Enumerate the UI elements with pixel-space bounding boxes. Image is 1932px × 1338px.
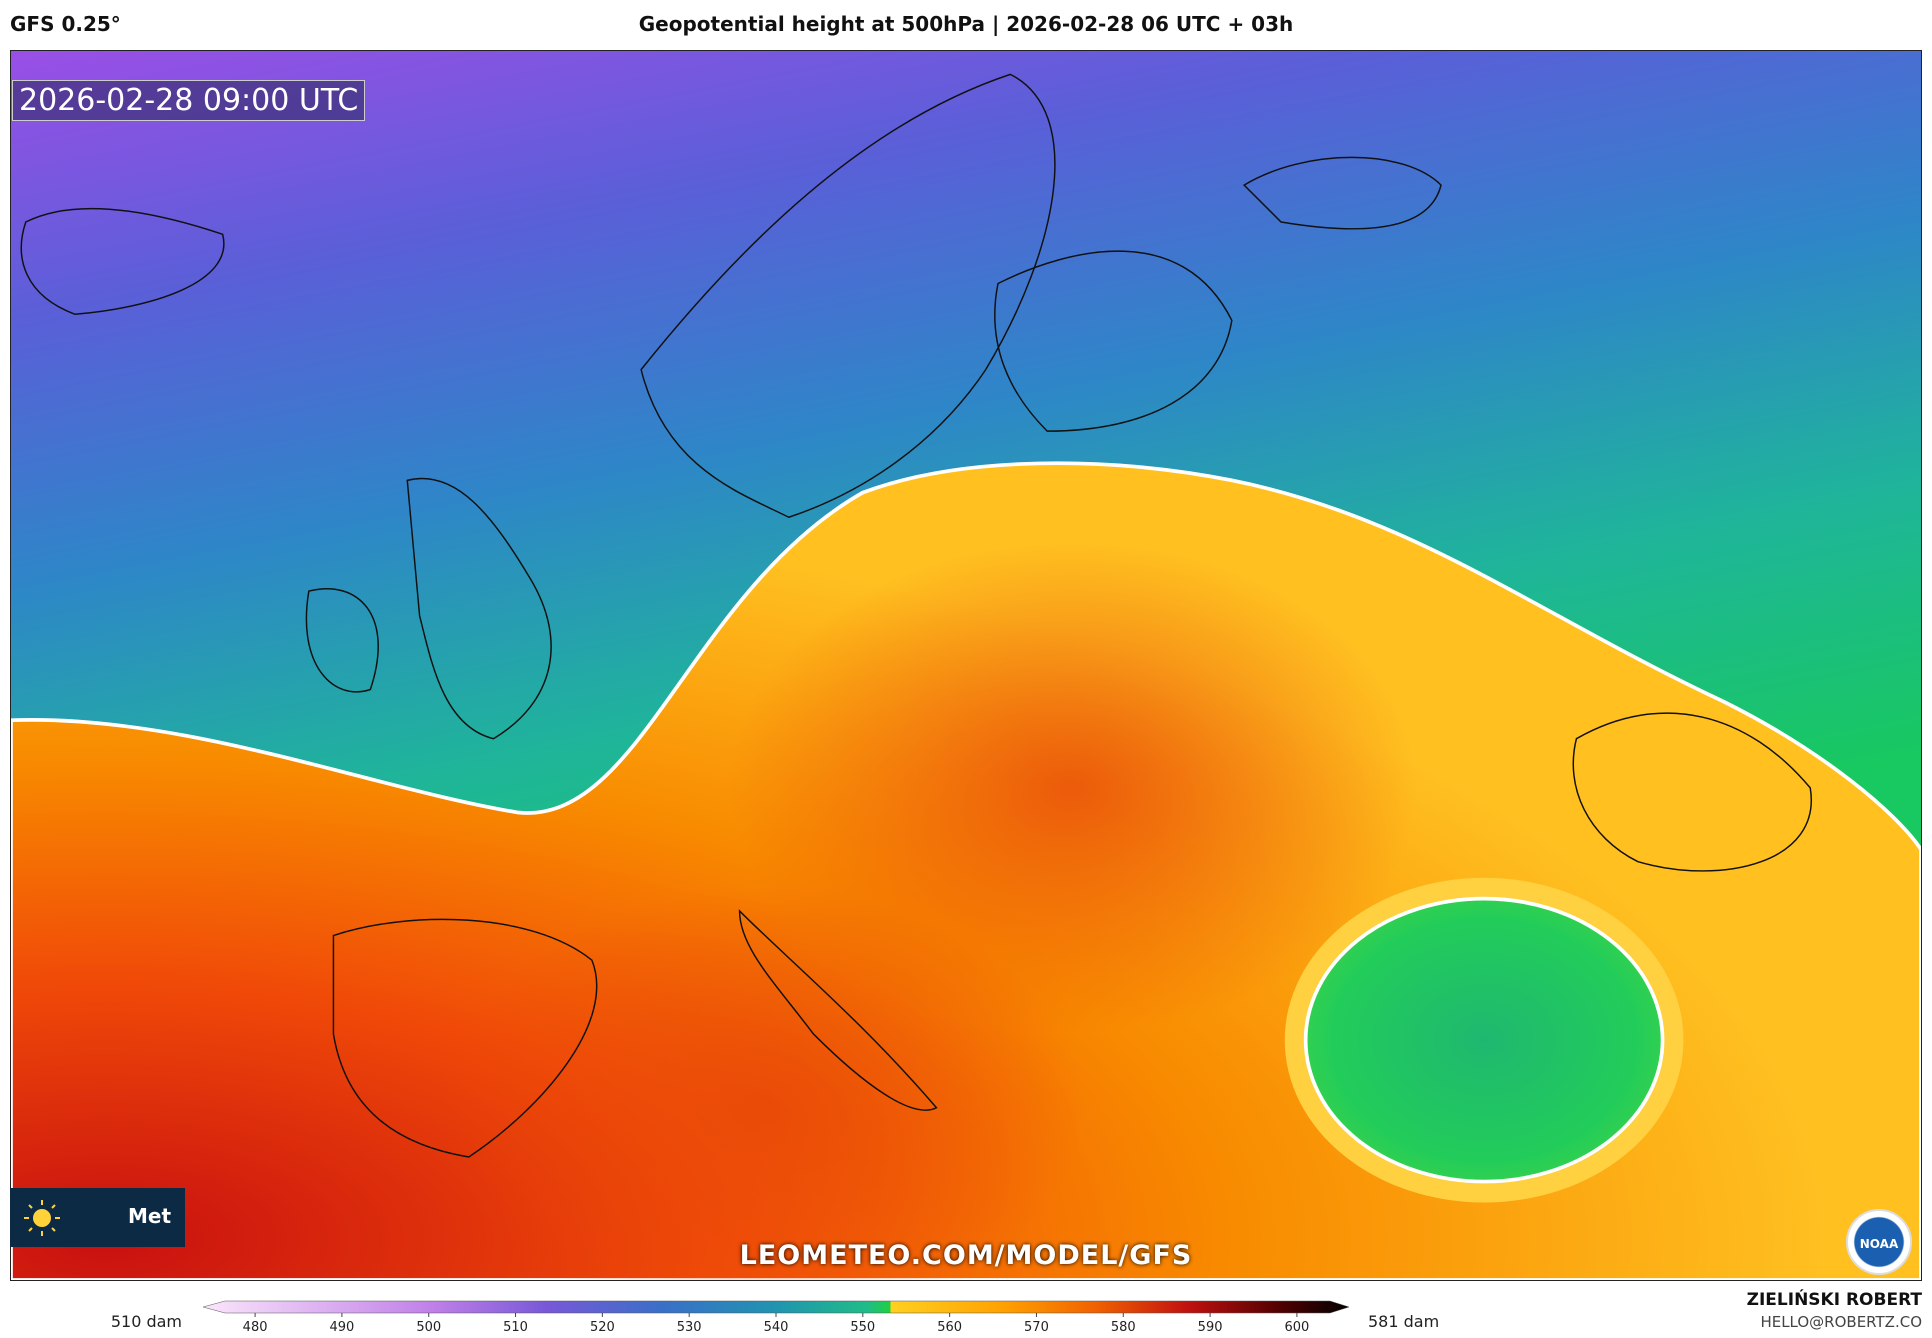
colorbar-tick-label: 550	[850, 1320, 875, 1335]
colorbar-min-label: 510 dam	[111, 1312, 182, 1331]
noaa-badge: NOAA	[1846, 1209, 1912, 1275]
sun-icon	[24, 1200, 60, 1236]
map	[10, 50, 1922, 1281]
colorbar: 510 dam 581 dam 480 490 500 510 520 530 540 550…	[111, 1300, 1439, 1335]
watermark: LEOMETEO.COM/MODEL/GFS	[739, 1240, 1193, 1271]
valid-time: 2026-02-28 09:00 UTC	[12, 80, 366, 121]
author: ZIELIŃSKI ROBERT	[1746, 1290, 1922, 1310]
colorbar-tick-label: 590	[1198, 1320, 1223, 1335]
map-field	[11, 51, 1921, 1280]
colorbar-tick-label: 540	[764, 1320, 789, 1335]
colorbar-tick-label: 490	[329, 1320, 354, 1335]
colorbar-tick-label: 570	[1024, 1320, 1049, 1335]
map-title: Geopotential height at 500hPa | 2026-02-…	[638, 12, 1294, 36]
email: HELLO@ROBERTZ.CO	[1760, 1313, 1922, 1331]
colorbar-tick-label: 600	[1284, 1320, 1309, 1335]
colorbar-tick-label: 560	[937, 1320, 962, 1335]
colorbar-tick-label: 520	[590, 1320, 615, 1335]
colorbar-tick-label: 530	[677, 1320, 702, 1335]
logo-text: Met	[128, 1204, 172, 1228]
colorbar-tick-label: 510	[503, 1320, 528, 1335]
colorbar-tick-label: 500	[416, 1320, 441, 1335]
colorbar-scale	[202, 1300, 1350, 1314]
model-name: GFS 0.25°	[10, 12, 121, 36]
colorbar-tick-label: 480	[243, 1320, 268, 1335]
logo: Met	[10, 1188, 185, 1247]
colorbar-max-label: 581 dam	[1368, 1312, 1439, 1331]
colorbar-tick-label: 580	[1111, 1320, 1136, 1335]
